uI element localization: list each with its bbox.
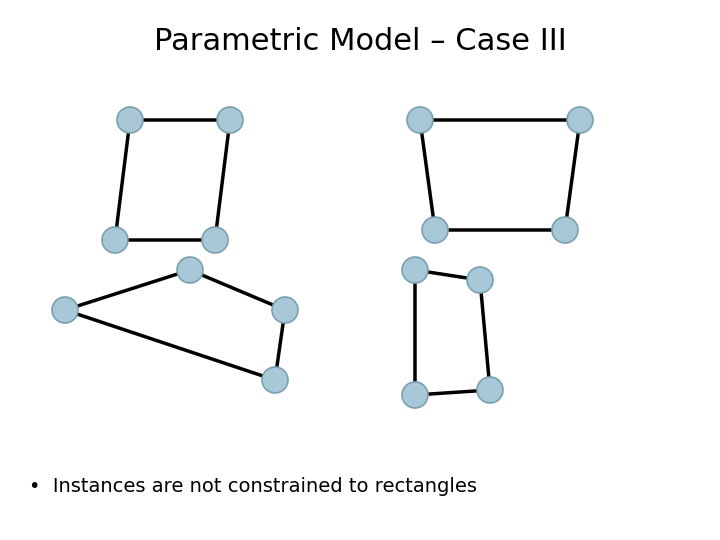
Circle shape (102, 227, 128, 253)
Circle shape (407, 107, 433, 133)
Circle shape (117, 107, 143, 133)
Circle shape (402, 382, 428, 408)
Circle shape (422, 217, 448, 243)
Circle shape (177, 257, 203, 283)
Circle shape (402, 257, 428, 283)
Circle shape (477, 377, 503, 403)
Circle shape (552, 217, 578, 243)
Circle shape (52, 297, 78, 323)
Circle shape (272, 297, 298, 323)
Circle shape (217, 107, 243, 133)
Circle shape (262, 367, 288, 393)
Circle shape (202, 227, 228, 253)
Text: •  Instances are not constrained to rectangles: • Instances are not constrained to recta… (29, 476, 477, 496)
Text: Parametric Model – Case III: Parametric Model – Case III (153, 27, 567, 56)
Circle shape (467, 267, 493, 293)
Circle shape (567, 107, 593, 133)
